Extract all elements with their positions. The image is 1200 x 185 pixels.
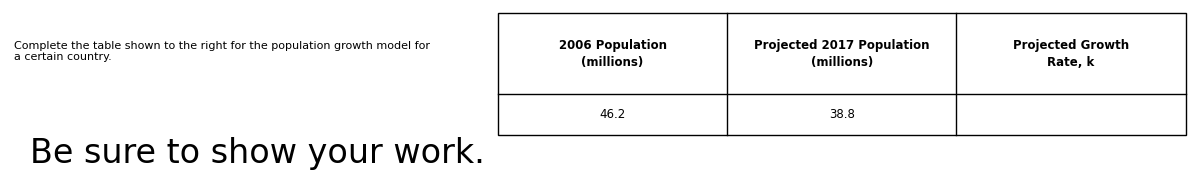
Text: Projected Growth
Rate, k: Projected Growth Rate, k bbox=[1013, 39, 1129, 69]
Text: 2006 Population
(millions): 2006 Population (millions) bbox=[558, 39, 667, 69]
Bar bbox=[498, 13, 1186, 135]
Text: Projected 2017 Population
(millions): Projected 2017 Population (millions) bbox=[754, 39, 930, 69]
Text: Complete the table shown to the right for the population growth model for
a cert: Complete the table shown to the right fo… bbox=[14, 41, 431, 62]
Text: 38.8: 38.8 bbox=[829, 108, 854, 121]
Text: 46.2: 46.2 bbox=[600, 108, 625, 121]
Text: Be sure to show your work.: Be sure to show your work. bbox=[30, 137, 485, 170]
